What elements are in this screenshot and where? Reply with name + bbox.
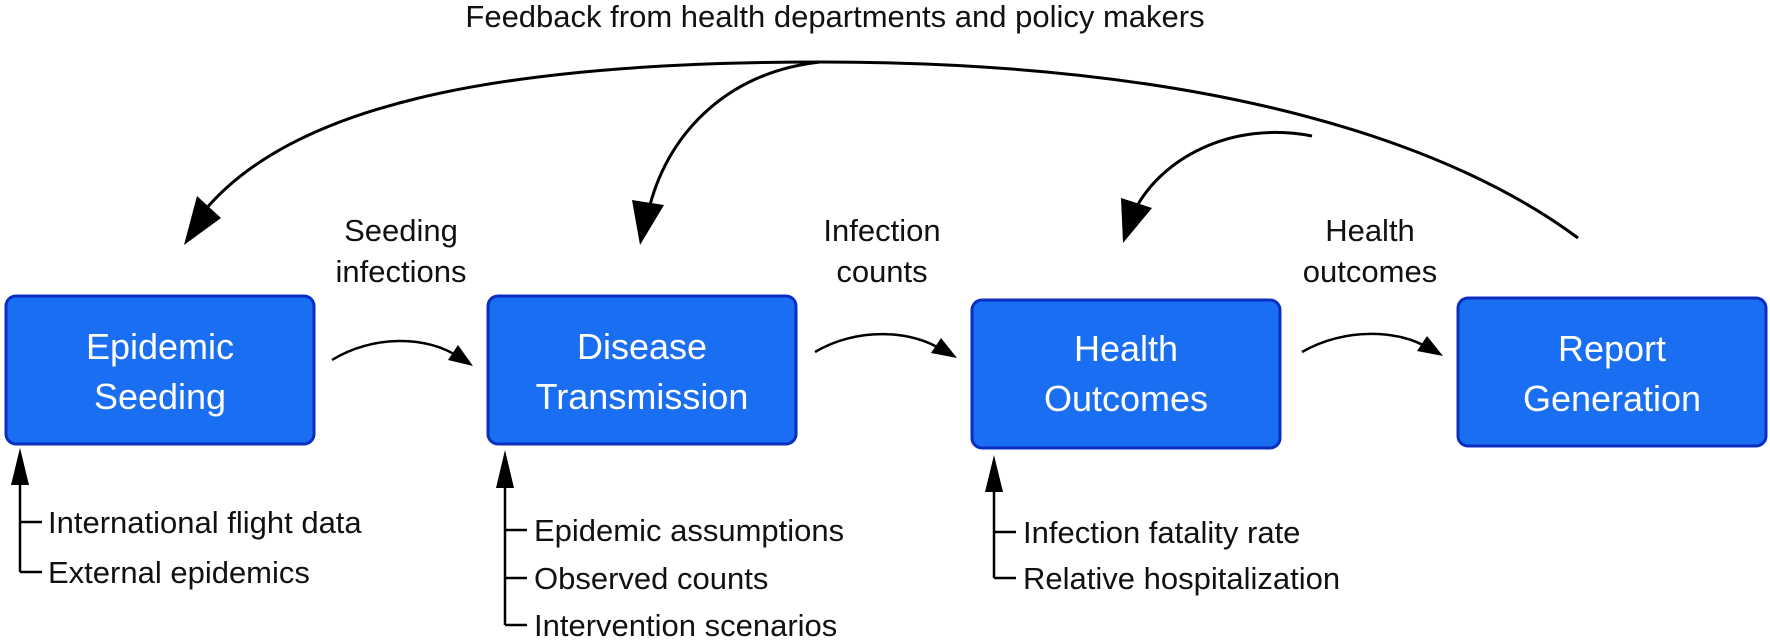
box-epidemic-seeding: Epidemic Seeding (4, 294, 316, 446)
box-health-outcomes-rect (970, 298, 1282, 450)
flow-arrowhead-1 (448, 345, 473, 366)
feedback-arc-outcomes (1133, 130, 1313, 211)
inputs-epidemic-seeding: International flight data External epide… (11, 448, 362, 590)
input-bracket-2 (503, 480, 527, 627)
input-label-1-2: External epidemics (48, 555, 310, 590)
input-label-3-1: Infection fatality rate (1023, 515, 1300, 550)
flow-arrow-1 (331, 339, 461, 362)
box-epidemic-seeding-rect (4, 294, 316, 446)
box-epidemic-seeding-line2: Seeding (94, 376, 226, 417)
inputs-health-outcomes: Infection fatality rate Relative hospita… (985, 455, 1340, 596)
flow-arrow-2 (814, 332, 943, 354)
flow-label-1-line1: Seeding (344, 213, 458, 248)
flow-label-1-line2: infections (336, 254, 467, 289)
box-report-generation: Report Generation (1456, 296, 1768, 448)
input-arrowhead-1 (11, 448, 29, 485)
input-arrowhead-3 (985, 455, 1003, 492)
feedback-arrowhead-outcomes (1121, 198, 1152, 243)
input-label-2-1: Epidemic assumptions (534, 513, 844, 548)
flow-label-2-line2: counts (836, 254, 927, 289)
input-label-2-2: Observed counts (534, 561, 768, 596)
feedback-arc-main (203, 60, 1579, 240)
box-disease-transmission-rect (486, 294, 798, 446)
box-health-outcomes: Health Outcomes (970, 298, 1282, 450)
flow-label-2-line1: Infection (823, 213, 940, 248)
feedback-arrowhead-transmission (632, 200, 664, 245)
flow-label-3-line1: Health (1325, 213, 1415, 248)
feedback-arc-transmission (648, 60, 821, 206)
flow-label-3-line2: outcomes (1303, 254, 1437, 289)
flow-arrowhead-3 (1417, 336, 1443, 356)
box-report-generation-rect (1456, 296, 1768, 448)
input-bracket-3 (992, 485, 1016, 580)
feedback-label: Feedback from health departments and pol… (465, 0, 1204, 34)
box-disease-transmission: Disease Transmission (486, 294, 798, 446)
input-bracket-1 (18, 475, 42, 574)
flow-arrowhead-2 (931, 338, 957, 358)
box-health-outcomes-line1: Health (1074, 328, 1178, 369)
box-epidemic-seeding-line1: Epidemic (86, 326, 234, 367)
flow-arrows (331, 332, 1443, 366)
inputs-disease-transmission: Epidemic assumptions Observed counts Int… (496, 450, 844, 641)
feedback-arrowhead-seeding (184, 196, 221, 245)
input-label-3-2: Relative hospitalization (1023, 561, 1340, 596)
box-health-outcomes-line2: Outcomes (1044, 378, 1208, 419)
box-report-generation-line2: Generation (1523, 378, 1701, 419)
box-disease-transmission-line1: Disease (577, 326, 707, 367)
input-label-2-3: Intervention scenarios (534, 608, 837, 641)
box-disease-transmission-line2: Transmission (536, 376, 749, 417)
input-label-1-1: International flight data (48, 505, 362, 540)
feedback-arrows (184, 60, 1579, 245)
box-report-generation-line1: Report (1558, 328, 1666, 369)
flow-arrow-3 (1301, 332, 1429, 354)
input-arrowhead-2 (496, 450, 514, 488)
